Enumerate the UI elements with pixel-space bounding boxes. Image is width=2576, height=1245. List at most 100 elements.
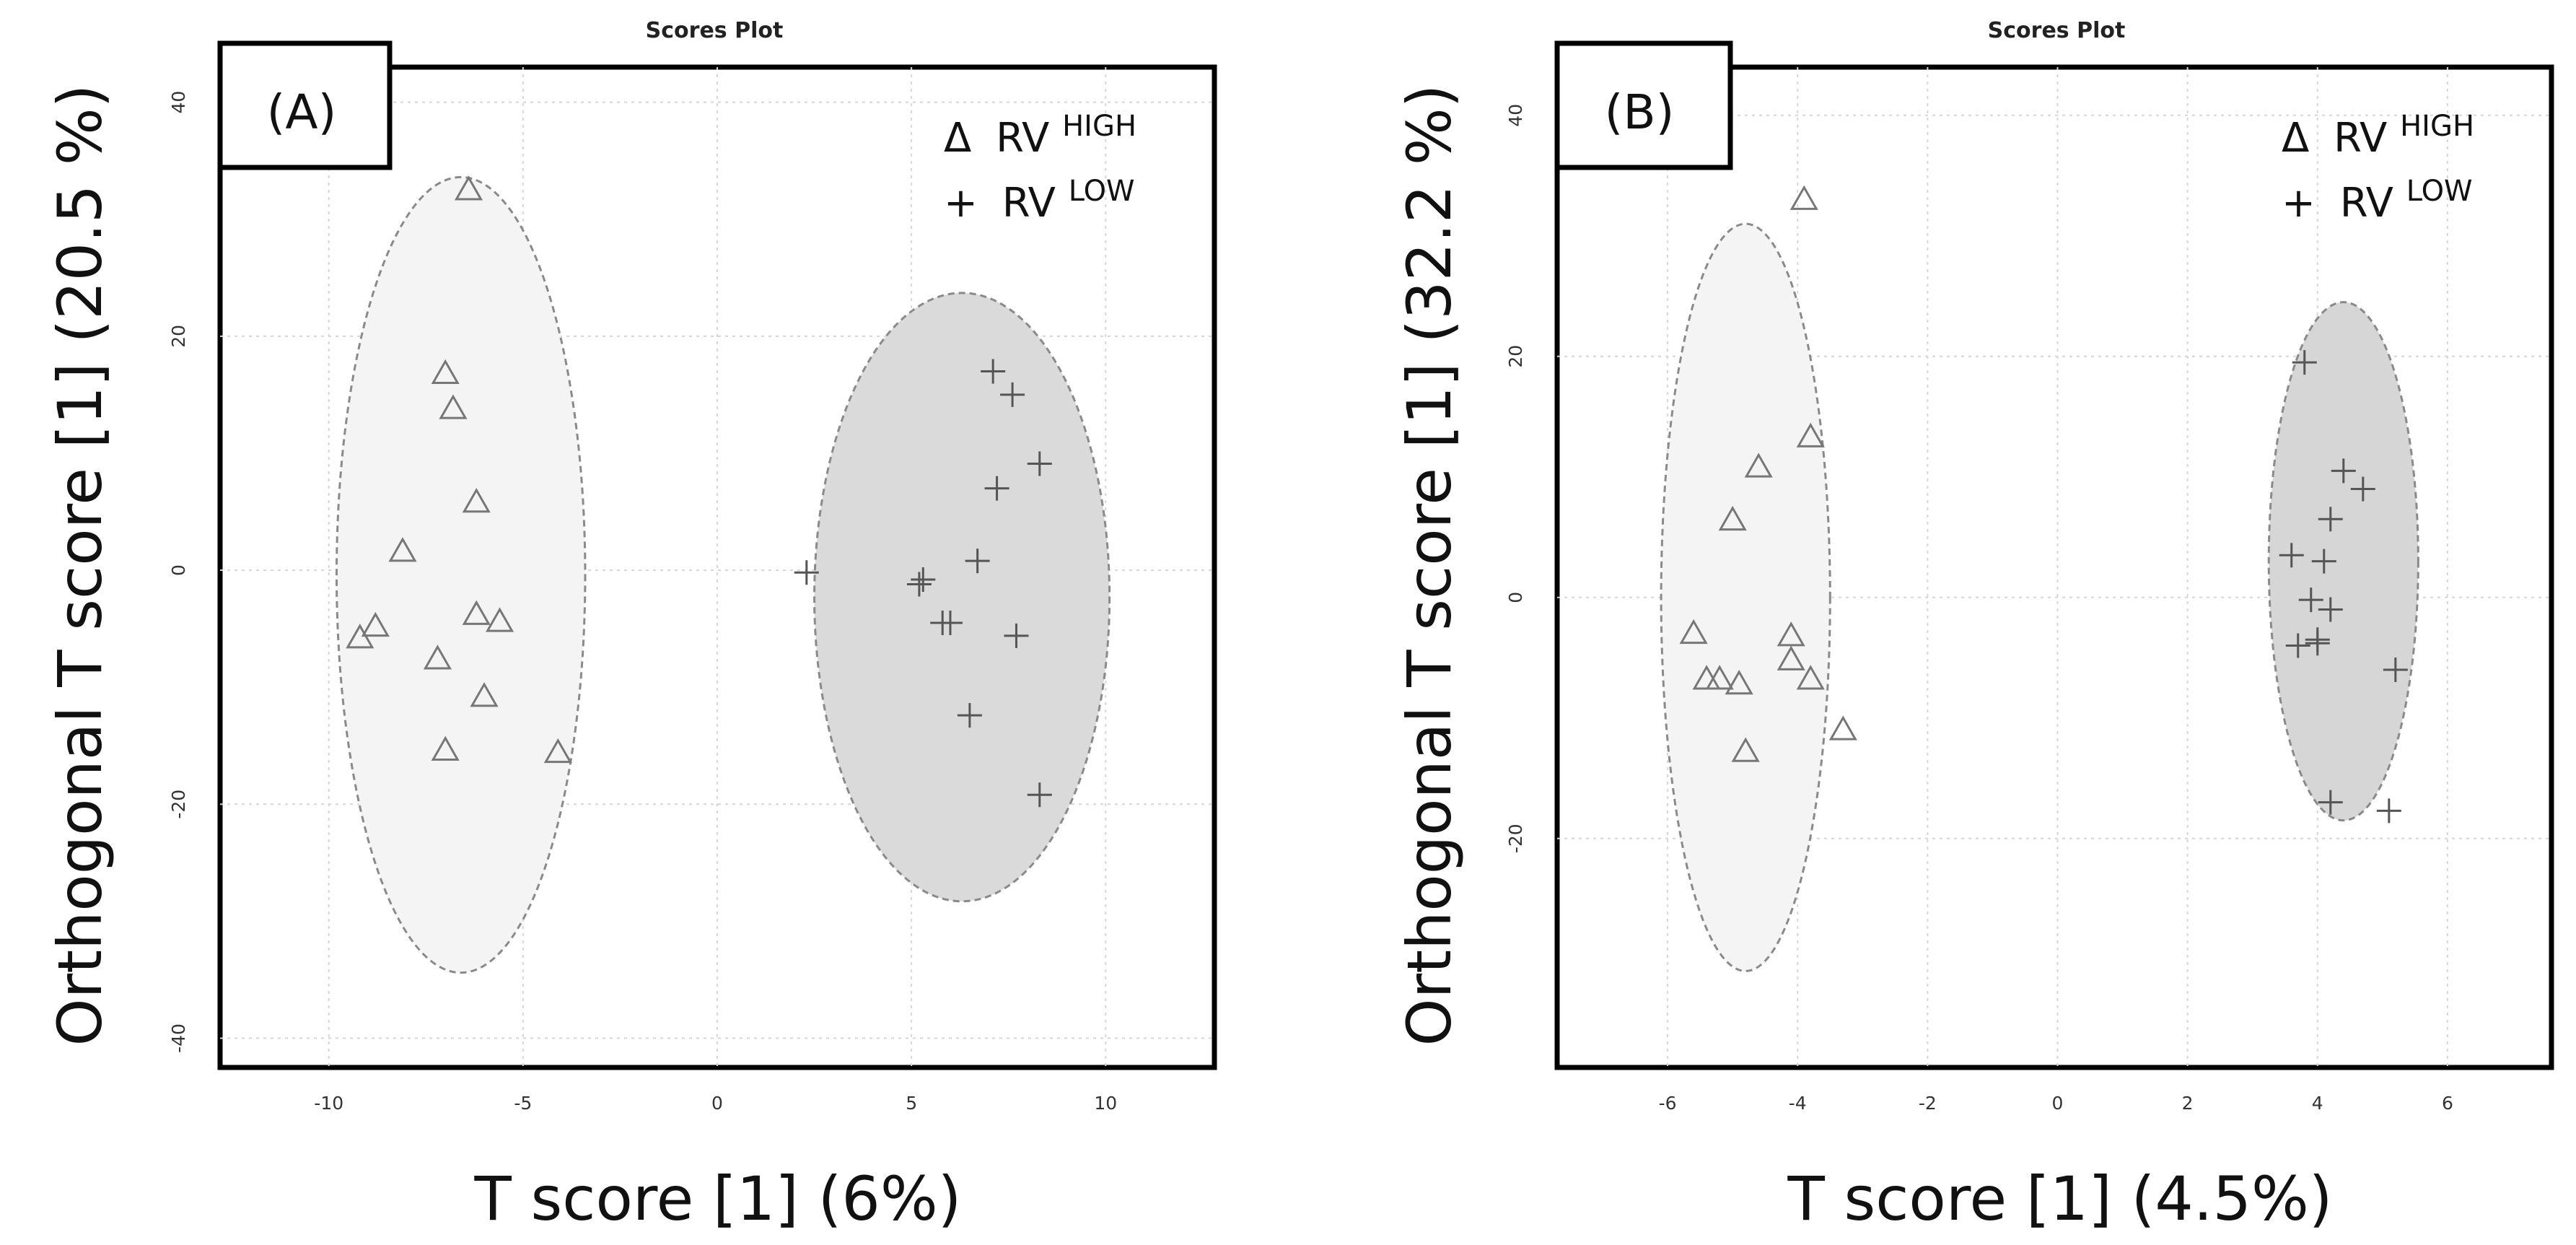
confidence-ellipse [335, 175, 587, 974]
score-point-plus [2350, 476, 2375, 502]
score-point-triangle [543, 738, 572, 764]
legend: Δ RV HIGH + RV LOW [2282, 110, 2474, 227]
score-point-triangle [1777, 645, 1805, 670]
score-point-plus [2331, 458, 2356, 484]
x-tick-label: 0 [2052, 1093, 2064, 1114]
legend-entry-high: Δ RV HIGH [944, 110, 1136, 162]
score-point-triangle [454, 175, 483, 201]
score-point-triangle [1718, 505, 1747, 531]
x-tick-label: -10 [314, 1093, 343, 1114]
score-point-triangle [1725, 669, 1753, 695]
score-point-triangle [1789, 185, 1818, 210]
plot-title: Scores Plot [1988, 18, 2126, 43]
y-tick-label: -40 [168, 1023, 189, 1053]
score-points [1679, 185, 2408, 824]
legend-entry-high: Δ RV HIGH [2282, 110, 2474, 162]
x-tick-label: 10 [1094, 1093, 1117, 1114]
score-point-triangle [485, 607, 514, 632]
score-point-triangle [1744, 453, 1773, 478]
score-point-triangle [470, 682, 499, 707]
x-tick-label: 5 [906, 1093, 917, 1114]
legend-sup: HIGH [2400, 110, 2474, 143]
confidence-ellipses [335, 175, 1111, 974]
legend-marker: Δ [2282, 115, 2309, 162]
panel-label-box [217, 40, 393, 170]
x-tick-label: -5 [514, 1093, 532, 1114]
legend-marker: + [2282, 180, 2316, 227]
score-point-plus [911, 567, 936, 593]
score-point-triangle [1705, 665, 1734, 690]
panel-label: (B) [1605, 84, 1675, 140]
score-point-plus [1004, 623, 1029, 648]
legend-entry-low: + RV LOW [2282, 175, 2473, 227]
score-point-plus [2383, 657, 2408, 682]
score-point-plus [794, 560, 819, 585]
score-point-plus [2305, 631, 2330, 656]
legend-sup: LOW [2406, 175, 2473, 208]
y-tick-label: 20 [168, 325, 189, 348]
x-tick-label: 2 [2182, 1093, 2194, 1114]
legend-marker: Δ [944, 115, 971, 162]
score-point-plus [906, 572, 932, 597]
score-point-plus [1027, 782, 1052, 808]
x-tick-label: -2 [1919, 1093, 1937, 1114]
legend-label: RV [2334, 115, 2387, 162]
confidence-ellipses [1660, 222, 2419, 972]
score-point-triangle [431, 735, 460, 761]
x-tick-label: 6 [2442, 1093, 2453, 1114]
score-point-triangle [423, 645, 452, 670]
y-tick-label: 40 [168, 91, 189, 114]
score-point-triangle [1777, 621, 1805, 647]
plot-title: Scores Plot [646, 18, 784, 43]
score-point-triangle [462, 488, 491, 513]
score-point-triangle [361, 611, 390, 637]
score-point-triangle [1796, 422, 1825, 447]
y-tick-label: -20 [168, 790, 189, 819]
score-point-plus [1000, 382, 1025, 407]
panel-label: (A) [267, 84, 337, 140]
confidence-ellipse [1660, 222, 1831, 972]
x-tick-label: -6 [1659, 1093, 1677, 1114]
score-points [346, 175, 1052, 808]
score-point-triangle [431, 359, 460, 384]
score-point-plus [1027, 451, 1052, 476]
score-point-plus [965, 549, 990, 574]
x-axis-label: T score [1] (6%) [474, 1163, 962, 1234]
y-tick-label: -20 [1505, 824, 1526, 853]
score-point-plus [957, 703, 982, 728]
score-point-triangle [439, 394, 468, 419]
score-point-triangle [1731, 737, 1760, 762]
confidence-ellipse [813, 292, 1111, 903]
score-point-triangle [1679, 619, 1708, 645]
score-point-plus [2318, 790, 2343, 815]
score-point-plus [984, 476, 1009, 501]
score-point-plus [2285, 633, 2310, 658]
confidence-ellipse [2267, 301, 2419, 822]
legend-sup: HIGH [1062, 110, 1136, 143]
legend-label: RV [996, 115, 1049, 162]
score-point-plus [981, 359, 1006, 384]
legend-sup: LOW [1069, 175, 1135, 208]
score-point-triangle [1828, 715, 1857, 741]
score-point-plus [2376, 798, 2401, 824]
y-tick-label: 20 [1505, 345, 1526, 368]
x-tick-label: 0 [711, 1093, 723, 1114]
score-point-plus [937, 611, 963, 635]
x-tick-label: 4 [2312, 1093, 2323, 1114]
x-tick-label: -4 [1789, 1093, 1807, 1114]
legend-marker: + [944, 180, 978, 227]
score-point-triangle [388, 537, 417, 562]
score-point-plus [2292, 350, 2317, 375]
score-point-plus [2279, 543, 2304, 568]
score-point-triangle [462, 600, 491, 625]
score-point-plus [2311, 549, 2336, 574]
legend: Δ RV HIGH + RV LOW [944, 110, 1136, 227]
y-axis-label: Orthogonal T score [1] (20.5 %) [45, 84, 115, 1047]
y-tick-label: 0 [168, 564, 189, 576]
scores-plot-a: -10 -5 0 5 10 -40 -20 0 20 40 Scores Plot (A) Δ R… [45, 18, 1217, 1234]
score-point-plus [2318, 507, 2343, 532]
legend-label: RV [2340, 180, 2393, 227]
